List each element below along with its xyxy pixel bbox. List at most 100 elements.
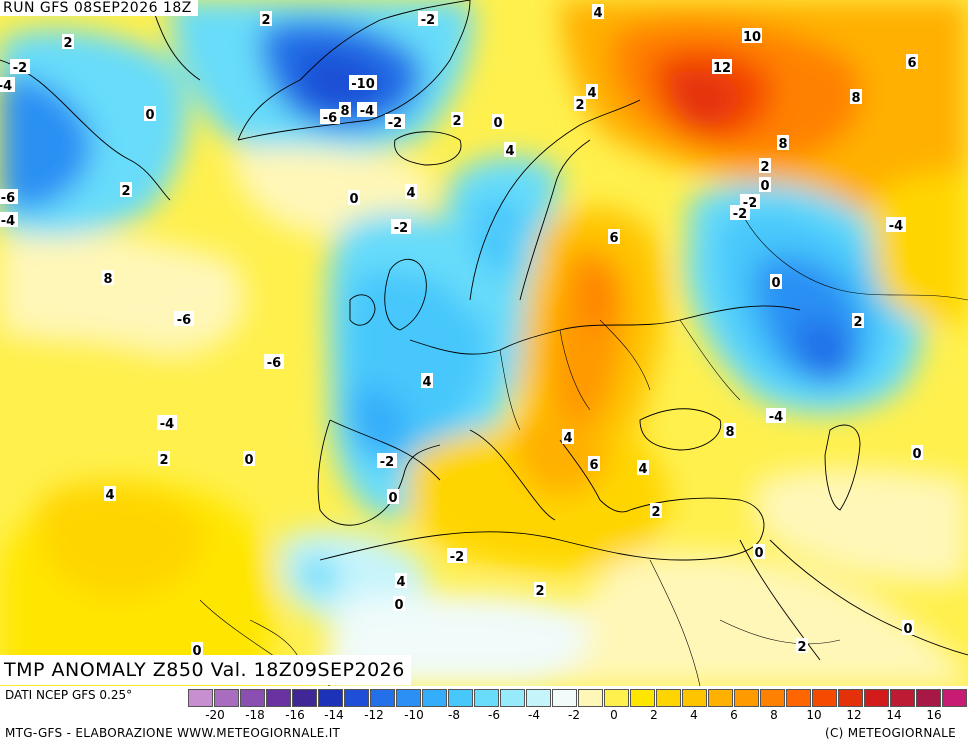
value-label-box	[421, 373, 433, 388]
credit-right: (C) METEOGIORNALE	[824, 726, 956, 740]
value-label: 2	[760, 160, 769, 175]
color-scale-tick-label: 14	[886, 708, 902, 722]
color-scale-swatch	[422, 689, 447, 707]
value-label-box	[650, 503, 662, 518]
color-scale-swatch	[864, 689, 889, 707]
value-label: -2	[733, 207, 747, 222]
run-title: RUN GFS 08SEP2026 18Z	[0, 0, 198, 16]
color-scale-swatch	[682, 689, 707, 707]
value-label-box	[588, 456, 600, 471]
color-scale-swatch	[188, 689, 213, 707]
value-label-box	[637, 460, 649, 475]
value-label: 0	[771, 276, 780, 291]
value-label: -6	[1, 191, 15, 206]
color-scale-swatch	[708, 689, 733, 707]
color-scale-swatch	[552, 689, 577, 707]
value-label-box	[264, 354, 284, 369]
value-label-box	[902, 620, 914, 635]
value-label-box	[0, 212, 18, 227]
value-label-box	[796, 638, 808, 653]
color-scale-swatch	[734, 689, 759, 707]
value-label-box	[451, 112, 463, 127]
value-label-box	[393, 596, 405, 611]
value-label: 2	[63, 36, 72, 51]
color-scale-swatch	[370, 689, 395, 707]
credit-left: MTG-GFS - ELABORAZIONE WWW.METEOGIORNALE…	[5, 726, 341, 740]
color-scale-tick-label: 0	[610, 708, 618, 722]
value-label: 2	[261, 13, 270, 28]
color-scale-swatch	[292, 689, 317, 707]
value-label: 12	[713, 61, 731, 76]
color-scale-tick-label: -8	[448, 708, 460, 722]
value-label: 0	[493, 116, 502, 131]
value-label-box	[339, 102, 351, 117]
value-label: 4	[396, 575, 405, 590]
value-label-box	[730, 205, 750, 220]
value-label-box	[260, 11, 272, 26]
color-scale-swatch	[786, 689, 811, 707]
value-label: 2	[121, 184, 130, 199]
color-scale-swatch	[240, 689, 265, 707]
value-label: 0	[145, 108, 154, 123]
value-label: -6	[267, 356, 281, 371]
color-scale-tick-label: -18	[245, 708, 265, 722]
value-label-box	[62, 34, 74, 49]
color-scale-tick-label: 16	[926, 708, 942, 722]
color-scale-swatch	[448, 689, 473, 707]
value-label: 2	[853, 315, 862, 330]
color-scale-swatch	[578, 689, 603, 707]
value-label: 8	[778, 137, 787, 152]
color-scale-swatch	[474, 689, 499, 707]
value-label-box	[592, 4, 604, 19]
color-scale-swatch	[812, 689, 837, 707]
value-label-box	[759, 158, 771, 173]
value-label: 6	[589, 458, 598, 473]
value-label: 0	[388, 491, 397, 506]
value-label: 2	[159, 453, 168, 468]
value-label-box	[10, 59, 30, 74]
value-label: 4	[406, 186, 415, 201]
value-label-box	[766, 408, 786, 423]
color-scale-tick-label: -20	[205, 708, 225, 722]
value-label: 4	[505, 144, 514, 159]
value-label: 4	[593, 6, 602, 21]
color-scale-swatch	[942, 689, 967, 707]
value-label-box	[120, 182, 132, 197]
value-label-box	[770, 274, 782, 289]
value-label-box	[320, 109, 340, 124]
value-label-box	[144, 106, 156, 121]
value-label-box	[174, 311, 194, 326]
value-label-box	[724, 423, 736, 438]
value-label: 4	[105, 488, 114, 503]
value-label-box	[753, 544, 765, 559]
value-label-box	[102, 270, 114, 285]
value-label: -2	[388, 116, 402, 131]
color-scale-tick-label: -16	[285, 708, 305, 722]
value-label-box	[385, 114, 405, 129]
value-label-box	[243, 451, 255, 466]
value-label: -4	[0, 79, 12, 94]
value-label: 0	[394, 598, 403, 613]
color-scale-swatch	[526, 689, 551, 707]
value-label: -2	[380, 455, 394, 470]
value-label-box	[759, 177, 771, 192]
anomaly-value-labels: -4-222-24-101012680-68-4-220242-208-6240…	[0, 4, 923, 659]
value-label-box	[191, 642, 203, 657]
value-label: 6	[609, 231, 618, 246]
value-label: -2	[394, 221, 408, 236]
color-scale-swatch	[604, 689, 629, 707]
value-label-box	[906, 54, 918, 69]
value-label: -6	[177, 313, 191, 328]
value-label-box	[357, 102, 377, 117]
anomaly-field	[0, 0, 968, 686]
value-label-box	[534, 582, 546, 597]
value-label: -2	[450, 550, 464, 565]
color-scale-swatch	[266, 689, 291, 707]
value-label-box	[586, 84, 598, 99]
temperature-anomaly-map: -4-222-24-101012680-68-4-220242-208-6240…	[0, 0, 968, 686]
color-scale-swatch	[916, 689, 941, 707]
value-label: 4	[563, 431, 572, 446]
value-label-box	[348, 190, 360, 205]
value-label: 0	[912, 447, 921, 462]
value-label: 8	[851, 91, 860, 106]
